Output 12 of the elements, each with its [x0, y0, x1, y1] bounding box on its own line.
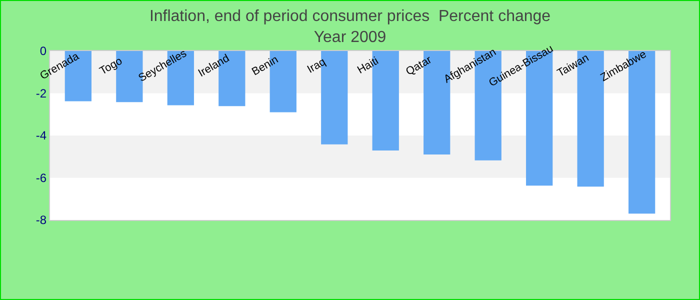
- y-tick-label: -2: [36, 86, 47, 100]
- x-tick-label: Qatar: [404, 54, 434, 78]
- y-tick-label: -8: [36, 213, 47, 228]
- x-tick-label: Togo: [98, 55, 124, 78]
- y-tick-label: -4: [36, 128, 47, 143]
- chart-title: Inflation, end of period consumer prices Percent change: [149, 8, 551, 25]
- y-tick-label: -6: [36, 170, 47, 185]
- y-tick-label: 0: [40, 44, 47, 58]
- x-tick-label: Haiti: [356, 55, 381, 77]
- chart-subtitle: Year 2009: [314, 28, 386, 46]
- x-tick-label: Benin: [250, 54, 280, 78]
- x-tick-label: Iraq: [305, 56, 328, 76]
